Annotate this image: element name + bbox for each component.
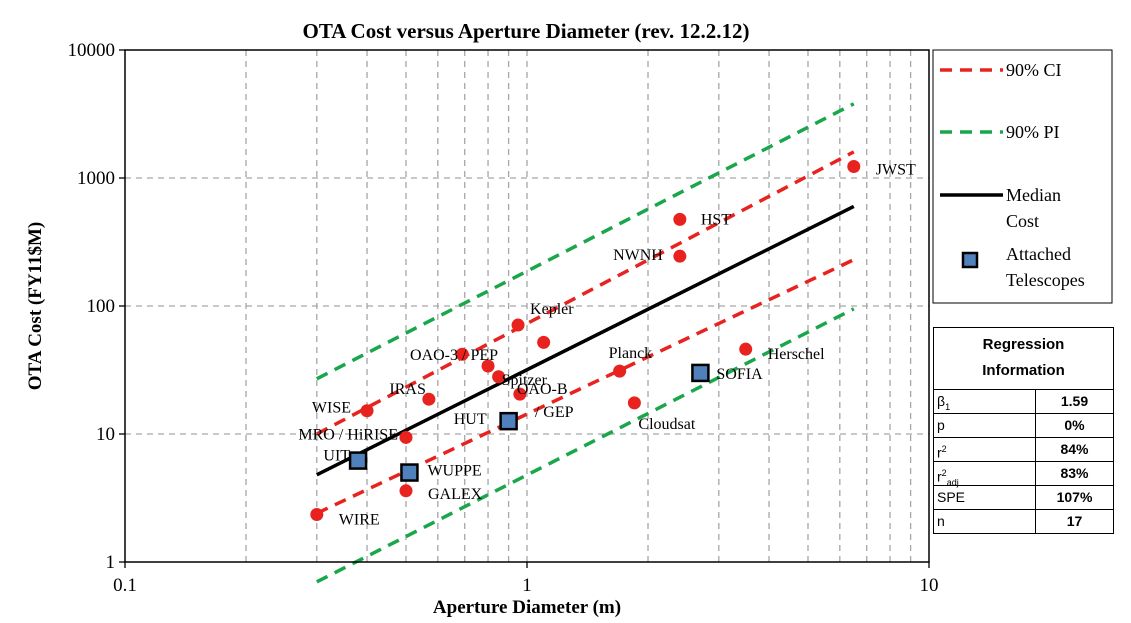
- regression-row-r2: r2 84%: [934, 438, 1113, 462]
- chart-title: OTA Cost versus Aperture Diameter (rev. …: [303, 19, 750, 43]
- regression-title: Regression Information: [934, 328, 1113, 390]
- label-uit: UIT: [323, 448, 350, 465]
- regression-title-line1: Regression: [982, 336, 1065, 353]
- label-kepler: Kepler: [530, 301, 574, 318]
- attached-telescope-sofia: [691, 363, 710, 383]
- data-points: [310, 159, 861, 522]
- data-point-nwnh: [673, 249, 687, 263]
- regression-stat-name: r2adj: [934, 462, 1036, 487]
- attached-telescope-uit: [348, 451, 368, 470]
- data-point-planck: [613, 364, 627, 378]
- attached-telescope-markers: [348, 363, 710, 482]
- regression-stat-name: β1: [934, 390, 1036, 413]
- y-axis-ticks: 1 10 100 1000 10000: [68, 40, 125, 573]
- label-herschel: Herschel: [768, 346, 825, 363]
- line-90-pi: [316, 102, 855, 381]
- attached-telescope-hut: [499, 411, 518, 431]
- point-labels: WIRE WISE MRO / HiRISE GALEX IRAS OAO-3 / PEP…: [298, 161, 916, 528]
- line-90-ci: [315, 150, 855, 436]
- data-point-mro-hirise: [399, 430, 413, 444]
- regression-rows: β1 1.59 p 0% r2 84% r2adj 83% SPE 107% n 17: [934, 390, 1113, 533]
- label-planck: Planck: [609, 345, 653, 362]
- label-sofia: SOFIA: [716, 366, 763, 383]
- regression-stat-name: p: [934, 414, 1036, 437]
- label-oao-b-gep: OAO-B / GEP: [517, 381, 574, 421]
- data-point-galex: [399, 484, 413, 498]
- label-mro-hirise: MRO / HiRISE: [298, 426, 398, 443]
- data-point-hst: [673, 212, 687, 226]
- regression-stat-value: 83%: [1060, 465, 1089, 481]
- y-tick-label: 100: [87, 296, 116, 317]
- label-wuppe: WUPPE: [427, 463, 481, 480]
- x-tick-label: 1: [522, 575, 532, 596]
- y-tick-label: 1000: [77, 168, 115, 189]
- data-point: [455, 347, 469, 361]
- y-tick-label: 1: [106, 552, 116, 573]
- data-point-cloudsat: [627, 396, 641, 410]
- data-point-kepler: [511, 318, 525, 332]
- regression-stat-value: 0%: [1064, 417, 1085, 433]
- label-hst: HST: [701, 211, 731, 228]
- data-point: [537, 335, 551, 349]
- data-point-jwst: [847, 159, 861, 173]
- data-point-herschel: [739, 342, 753, 356]
- regression-stat-value: 1.59: [1060, 393, 1089, 409]
- legend-frame: [932, 49, 1113, 304]
- data-point-oao-b-gep: [513, 387, 527, 401]
- data-point-wise: [360, 404, 374, 418]
- label-wise: WISE: [312, 400, 351, 417]
- line-median-cost: [316, 204, 855, 477]
- legend-swatch-attached-telescopes: [961, 251, 979, 269]
- data-point-iras: [422, 392, 436, 406]
- label-spitzer: Spitzer: [502, 372, 548, 389]
- label-galex: GALEX: [428, 486, 483, 503]
- regression-stat-value: 84%: [1060, 441, 1089, 457]
- line-90-pi: [316, 307, 855, 584]
- x-tick-label: 10: [920, 575, 939, 596]
- y-axis-label: OTA Cost (FY11$M): [25, 222, 46, 391]
- x-axis-ticks: 0.1 1 10: [113, 562, 939, 596]
- regression-row-1: β1 1.59: [934, 390, 1113, 414]
- regression-row-p: p 0%: [934, 414, 1113, 438]
- regression-row-radj2: r2adj 83%: [934, 462, 1113, 487]
- regression-stat-value: 17: [1066, 513, 1083, 529]
- fit-lines: [315, 102, 855, 584]
- legend-label-90-pi: 90% PI: [1006, 122, 1060, 142]
- label-oao-3-pep: OAO-3 / PEP: [410, 347, 498, 364]
- regression-title-line2: Information: [982, 362, 1065, 379]
- legend-label-median-cost: Median Cost: [1006, 185, 1061, 231]
- label-cloudsat: Cloudsat: [638, 416, 695, 433]
- label-hut: HUT: [454, 411, 487, 428]
- label-wire: WIRE: [339, 512, 380, 529]
- regression-stat-name: r2: [934, 438, 1036, 461]
- y-tick-label: 10: [96, 424, 115, 445]
- y-tick-label: 10000: [68, 40, 116, 61]
- legend-label-90-ci: 90% CI: [1006, 60, 1062, 80]
- legend-label-attached-telescopes: Attached Telescopes: [1006, 244, 1085, 290]
- regression-stat-name: n: [934, 510, 1036, 533]
- regression-table: Regression Information β1 1.59 p 0% r2 84% r2a…: [933, 327, 1114, 534]
- regression-row-spe: SPE 107%: [934, 486, 1113, 510]
- label-jwst: JWST: [876, 161, 916, 178]
- data-point-spitzer: [492, 370, 506, 384]
- data-point-wire: [310, 508, 324, 522]
- regression-row-n: n 17: [934, 510, 1113, 533]
- data-point-oao-3-pep: [481, 359, 495, 373]
- x-axis-label: Aperture Diameter (m): [433, 597, 621, 618]
- legend: 90% CI 90% PI Median Cost Attached Telescopes: [932, 49, 1113, 304]
- label-nwnh: NWNH: [613, 247, 663, 264]
- regression-stat-name: SPE: [934, 486, 1036, 509]
- label-iras: IRAS: [389, 381, 425, 398]
- grid: [125, 50, 929, 562]
- x-tick-label: 0.1: [113, 575, 137, 596]
- attached-telescope-wuppe: [400, 463, 419, 482]
- regression-stat-value: 107%: [1056, 489, 1093, 505]
